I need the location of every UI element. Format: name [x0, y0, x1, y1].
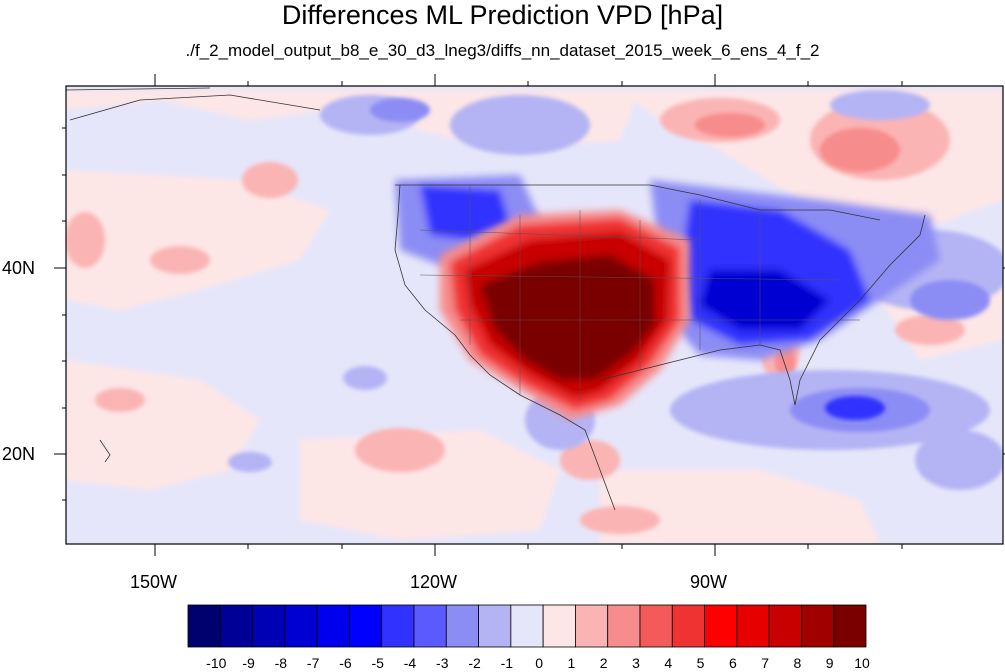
- colorbar-label: 4: [664, 655, 673, 671]
- colorbar-label: -2: [468, 655, 481, 671]
- colorbar-swatch: [607, 604, 641, 648]
- us-negative-region: [395, 175, 940, 360]
- colorbar-label: -7: [306, 655, 320, 671]
- lon-tick-label: 150W: [130, 572, 178, 592]
- lat-tick-label: 20N: [2, 444, 36, 464]
- map-field: [66, 86, 1003, 544]
- colorbar-swatch: [833, 604, 867, 648]
- colorbar-label: 5: [696, 655, 705, 671]
- colorbar-swatch: [768, 604, 802, 648]
- colorbar-swatch: [219, 604, 253, 648]
- colorbar-swatch: [704, 604, 738, 648]
- lon-tick-label: 120W: [410, 572, 458, 592]
- colorbar-swatch: [575, 604, 609, 648]
- colorbar-label: 0: [535, 655, 544, 671]
- tick-marks: [54, 74, 1005, 556]
- map-title: Differences ML Prediction VPD [hPa]: [281, 0, 724, 30]
- colorbar-label: 1: [567, 655, 576, 671]
- colorbar-swatch: [316, 604, 350, 648]
- colorbar-label: 3: [632, 655, 640, 671]
- colorbar-label: -5: [371, 655, 384, 671]
- colorbar-label: -9: [242, 655, 255, 671]
- colorbar-label: -1: [500, 655, 514, 671]
- colorbar-swatch: [381, 604, 415, 648]
- colorbar-swatch: [478, 604, 512, 648]
- colorbar-label: -8: [274, 655, 288, 671]
- colorbar-swatch: [445, 604, 479, 648]
- colorbar-label: -6: [339, 655, 352, 671]
- colorbar-swatch: [801, 604, 835, 648]
- colorbar-label: -3: [436, 655, 449, 671]
- lat-tick-label: 40N: [2, 258, 36, 278]
- lon-tick-label: 90W: [690, 572, 728, 592]
- colorbar-label: 10: [854, 655, 870, 671]
- colorbar-swatch: [252, 604, 286, 648]
- positive-patches: [695, 113, 900, 380]
- colorbar-label: 6: [728, 655, 737, 671]
- colorbar: [187, 604, 867, 648]
- colorbar-label: -4: [403, 655, 417, 671]
- colorbar-label: 9: [825, 655, 834, 671]
- colorbar-swatch: [542, 604, 576, 648]
- colorbar-swatch: [736, 604, 770, 648]
- colorbar-swatch: [284, 604, 318, 648]
- colorbar-swatch: [413, 604, 447, 648]
- colorbar-label: 7: [761, 655, 770, 671]
- colorbar-swatch: [510, 604, 544, 648]
- map-subtitle: ./f_2_model_output_b8_e_30_d3_lneg3/diff…: [185, 41, 820, 60]
- us-positive-region: [440, 210, 690, 420]
- colorbar-swatch: [639, 604, 673, 648]
- colorbar-swatch: [187, 604, 221, 648]
- colorbar-swatch: [349, 604, 383, 648]
- colorbar-swatch: [671, 604, 705, 648]
- colorbar-label: 2: [599, 655, 608, 671]
- colorbar-label: -10: [206, 655, 227, 671]
- colorbar-label: 8: [793, 655, 802, 671]
- state-borders: [419, 185, 860, 400]
- negative-patches: [825, 396, 885, 420]
- coastlines: [66, 87, 926, 511]
